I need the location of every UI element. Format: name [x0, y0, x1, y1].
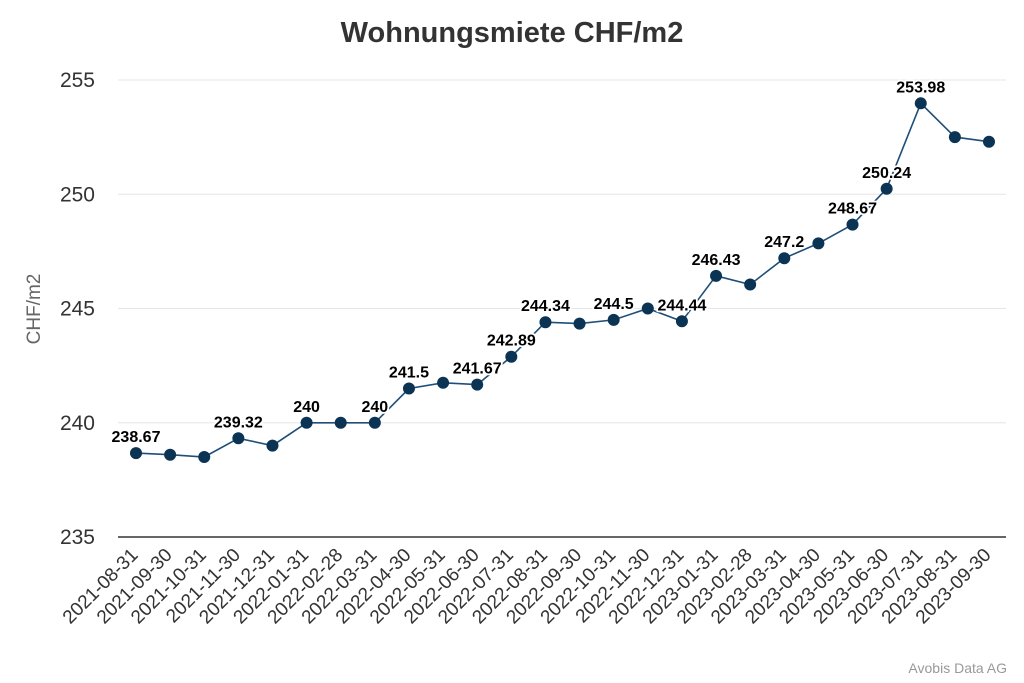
y-tick-label: 245: [60, 298, 95, 321]
grid-lines: [118, 79, 1006, 424]
data-point: [675, 315, 688, 328]
data-point: [983, 135, 995, 148]
y-axis-ticks: 235 240 245 250 255: [60, 69, 95, 549]
data-label: 246.43: [692, 252, 741, 269]
data-point: [505, 350, 518, 363]
data-label: 248.67: [828, 201, 877, 218]
data-label: 244.5: [594, 296, 634, 313]
data-label: 241.5: [389, 364, 429, 381]
data-point: [164, 448, 177, 461]
y-tick-label: 255: [60, 69, 95, 92]
data-point: [130, 447, 142, 460]
data-label: 250.24: [862, 165, 911, 182]
data-labels: 238.67 239.32 240 240 241.5 241.67 242.89 244.3…: [110, 78, 947, 448]
x-axis-ticks: 2021-08-312021-09-302021-10-312021-11-30…: [59, 545, 996, 629]
data-point: [846, 218, 859, 231]
data-label: 240: [293, 399, 320, 416]
data-point: [744, 278, 757, 291]
data-point: [437, 376, 450, 389]
data-point: [948, 131, 961, 144]
data-point: [641, 302, 654, 315]
data-point: [334, 416, 347, 429]
data-point: [266, 439, 279, 452]
data-point: [880, 182, 893, 195]
y-tick-label: 235: [60, 526, 95, 549]
data-label: 244.44: [657, 297, 706, 314]
data-point: [607, 313, 620, 326]
data-label: 247.2: [764, 234, 804, 251]
y-tick-label: 240: [60, 412, 95, 435]
data-point: [402, 382, 415, 395]
chart-title: Wohnungsmiete CHF/m2: [341, 17, 684, 49]
data-point: [778, 252, 791, 265]
credit-text: Avobis Data AG: [908, 660, 1007, 676]
data-point: [573, 317, 586, 330]
data-point: [368, 416, 381, 429]
data-label: 253.98: [896, 79, 945, 96]
data-point: [710, 269, 723, 282]
data-point: [812, 237, 825, 250]
data-point: [539, 316, 552, 329]
y-axis-label: CHF/m2: [24, 274, 45, 345]
data-label: 241.67: [453, 361, 502, 378]
data-label: 238.67: [112, 429, 161, 446]
data-label: 244.34: [521, 298, 570, 315]
data-point: [232, 432, 245, 445]
data-label: 240: [361, 399, 388, 416]
y-tick-label: 250: [60, 183, 95, 206]
data-point: [914, 97, 927, 110]
data-point: [471, 378, 484, 391]
series-line: [135, 101, 990, 458]
data-label: 242.89: [487, 333, 536, 350]
series-markers: [130, 97, 995, 464]
data-point: [198, 451, 211, 464]
data-label: 239.32: [214, 414, 263, 431]
data-point: [300, 416, 313, 429]
